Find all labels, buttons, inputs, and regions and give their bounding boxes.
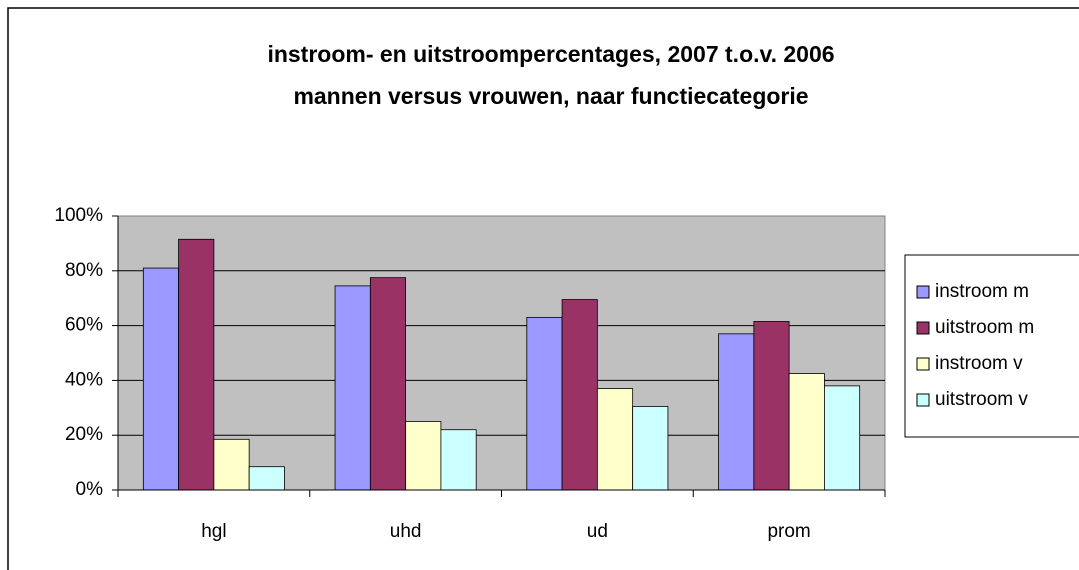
- bar: [334, 285, 371, 491]
- x-tick-label: ud: [587, 521, 608, 542]
- bar: [369, 277, 407, 491]
- legend: [904, 254, 1079, 438]
- y-tick-label: 60%: [65, 315, 103, 336]
- bar: [718, 333, 755, 491]
- legend-label: uitstroom m: [935, 317, 1034, 338]
- bar: [405, 421, 442, 491]
- bar: [440, 429, 477, 491]
- legend-label: instroom m: [935, 281, 1029, 302]
- y-tick-label: 100%: [54, 205, 103, 226]
- y-tick-label: 0%: [76, 479, 104, 500]
- bar: [824, 385, 861, 491]
- y-tick-label: 20%: [65, 424, 103, 445]
- legend-swatch: [916, 321, 930, 335]
- x-tick-label: uhd: [390, 521, 422, 542]
- legend-label: instroom v: [935, 353, 1023, 374]
- legend-label: uitstroom v: [935, 389, 1028, 410]
- x-tick-label: prom: [767, 521, 810, 542]
- bar: [632, 406, 669, 491]
- bar: [753, 321, 790, 491]
- x-tick-label: hgl: [201, 521, 226, 542]
- bar: [248, 466, 285, 491]
- bar: [526, 316, 563, 491]
- bar: [788, 373, 825, 491]
- bar: [213, 438, 250, 491]
- bar: [561, 299, 598, 491]
- legend-swatch: [916, 285, 930, 299]
- bar: [596, 388, 634, 491]
- legend-swatch: [916, 393, 930, 407]
- bar: [178, 238, 215, 491]
- legend-swatch: [916, 357, 930, 371]
- chart-subtitle: mannen versus vrouwen, naar functiecateg…: [293, 83, 808, 109]
- y-tick-label: 80%: [65, 260, 103, 281]
- chart-title: instroom- en uitstroompercentages, 2007 …: [267, 41, 834, 67]
- bar: [142, 267, 179, 491]
- y-tick-label: 40%: [65, 369, 103, 390]
